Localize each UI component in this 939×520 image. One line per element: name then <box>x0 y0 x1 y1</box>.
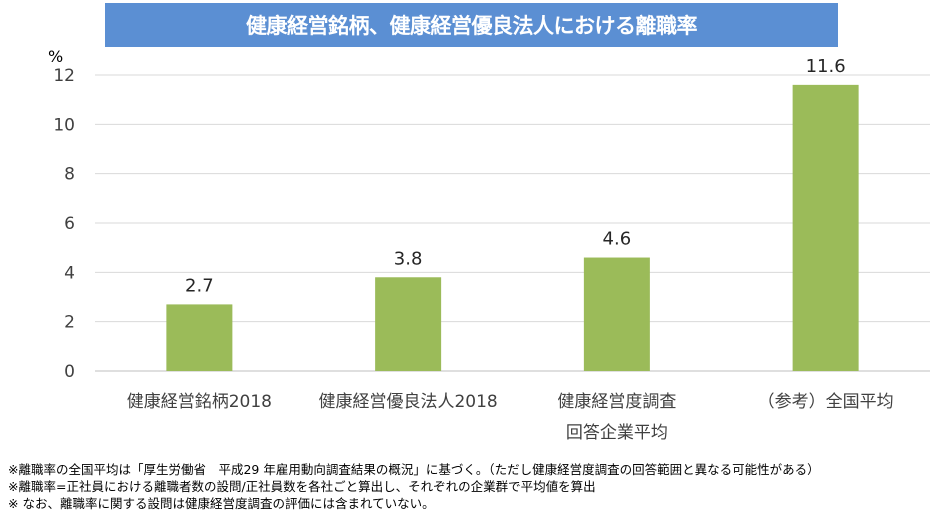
data-label: 2.7 <box>185 275 214 296</box>
x-tick-label: 健康経営度調査 <box>557 392 676 412</box>
x-tick-label: 回答企業平均 <box>566 423 668 443</box>
y-tick-label: 8 <box>64 165 75 185</box>
chart-title: 健康経営銘柄、健康経営優良法人における離職率 <box>105 3 838 47</box>
bar <box>792 84 859 371</box>
footnote: ※離職率の全国平均は「厚生労働省 平成29 年雇用動向調査結果の概況」に基づく。… <box>8 462 820 477</box>
y-tick-label: 2 <box>64 313 75 333</box>
footnote: ※離職率=正社員における離職者数の設問/正社員数を各社ごと算出し、それぞれの企業… <box>8 479 596 494</box>
data-label: 11.6 <box>806 56 846 77</box>
y-tick-label: 4 <box>64 263 75 283</box>
x-tick-label: 健康経営銘柄2018 <box>127 392 272 412</box>
bar <box>375 277 442 371</box>
data-label: 3.8 <box>394 248 423 269</box>
x-tick-label: （参考）全国平均 <box>758 392 894 412</box>
y-tick-label: 12 <box>53 66 75 86</box>
y-tick-label: 0 <box>64 362 75 382</box>
y-axis-label: % <box>48 47 63 66</box>
bar-chart: % 0 2 4 6 8 10 12 2.7 健康経営銘柄2018 3.8 健康経営優良法人2018 4.… <box>48 47 930 443</box>
data-label: 4.6 <box>603 229 632 250</box>
bar <box>166 304 233 371</box>
footnotes: ※離職率の全国平均は「厚生労働省 平成29 年雇用動向調査結果の概況」に基づく。… <box>8 461 820 512</box>
bar <box>583 257 650 371</box>
x-tick-label: 健康経営優良法人2018 <box>318 392 497 412</box>
y-tick-label: 10 <box>53 115 75 135</box>
y-tick-label: 6 <box>64 214 75 234</box>
footnote: ※ なお、離職率に関する設問は健康経営度調査の評価には含まれていない。 <box>8 496 435 511</box>
